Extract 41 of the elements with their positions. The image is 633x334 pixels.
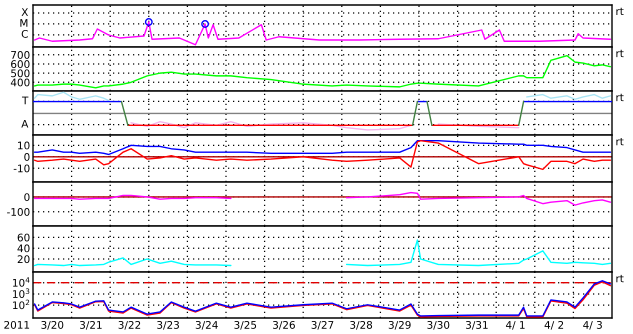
- x-tick-label: 3/31: [466, 320, 488, 330]
- y-tick-label: 500: [11, 69, 30, 78]
- x-tick-label: 3/21: [80, 320, 102, 330]
- y-tick-label: 400: [10, 78, 30, 86]
- x-tick-label: 3/25: [234, 320, 256, 330]
- x-tick-label: 3/26: [273, 320, 295, 330]
- y-tick-label: 10$^{2}$: [13, 300, 30, 310]
- y-tick-label: 20: [18, 255, 30, 264]
- text: C: [22, 30, 28, 38]
- x-tick-label: 3/22: [118, 320, 140, 330]
- y-tick-label: 0: [24, 193, 30, 202]
- text: rt: [616, 274, 624, 282]
- x-tick-label: 4/ 3: [583, 320, 602, 330]
- x-tick-label: 3/29: [388, 320, 411, 330]
- x-tick-label: 3/30: [427, 320, 450, 330]
- x-tick-label: 3/23: [157, 320, 179, 330]
- text: M: [20, 19, 28, 27]
- text: rt: [616, 8, 624, 16]
- y-tick-label: 10$^{4}$: [13, 277, 30, 287]
- x-tick-label: 3/20: [41, 320, 64, 330]
- text: X: [22, 8, 28, 16]
- y-tick-label: 10: [18, 142, 30, 150]
- text: rt: [616, 50, 624, 58]
- y-tick-label: 0: [24, 153, 30, 161]
- text: rt: [616, 138, 624, 146]
- x-tick-label: 3/27: [312, 320, 334, 330]
- x-axis-title: 2011: [4, 320, 30, 329]
- x-tick-label: 4/ 1: [506, 321, 525, 330]
- y-tick-label: 40: [17, 244, 30, 252]
- y-tick-label: 600: [11, 60, 30, 68]
- x-tick-label: 3/28: [350, 320, 372, 330]
- text: T: [22, 96, 28, 104]
- x-tick-label: 3/24: [196, 320, 218, 330]
- y-tick-label: -100: [7, 208, 30, 216]
- y-tick-label: -10: [14, 164, 30, 172]
- y-tick-label: 10$^{3}$: [13, 288, 30, 298]
- x-tick-label: 4/ 2: [544, 320, 564, 330]
- text: A: [21, 120, 28, 128]
- y-tick-label: 60: [18, 234, 30, 242]
- text: rt: [616, 94, 624, 102]
- y-tick-label: 700: [11, 51, 30, 59]
